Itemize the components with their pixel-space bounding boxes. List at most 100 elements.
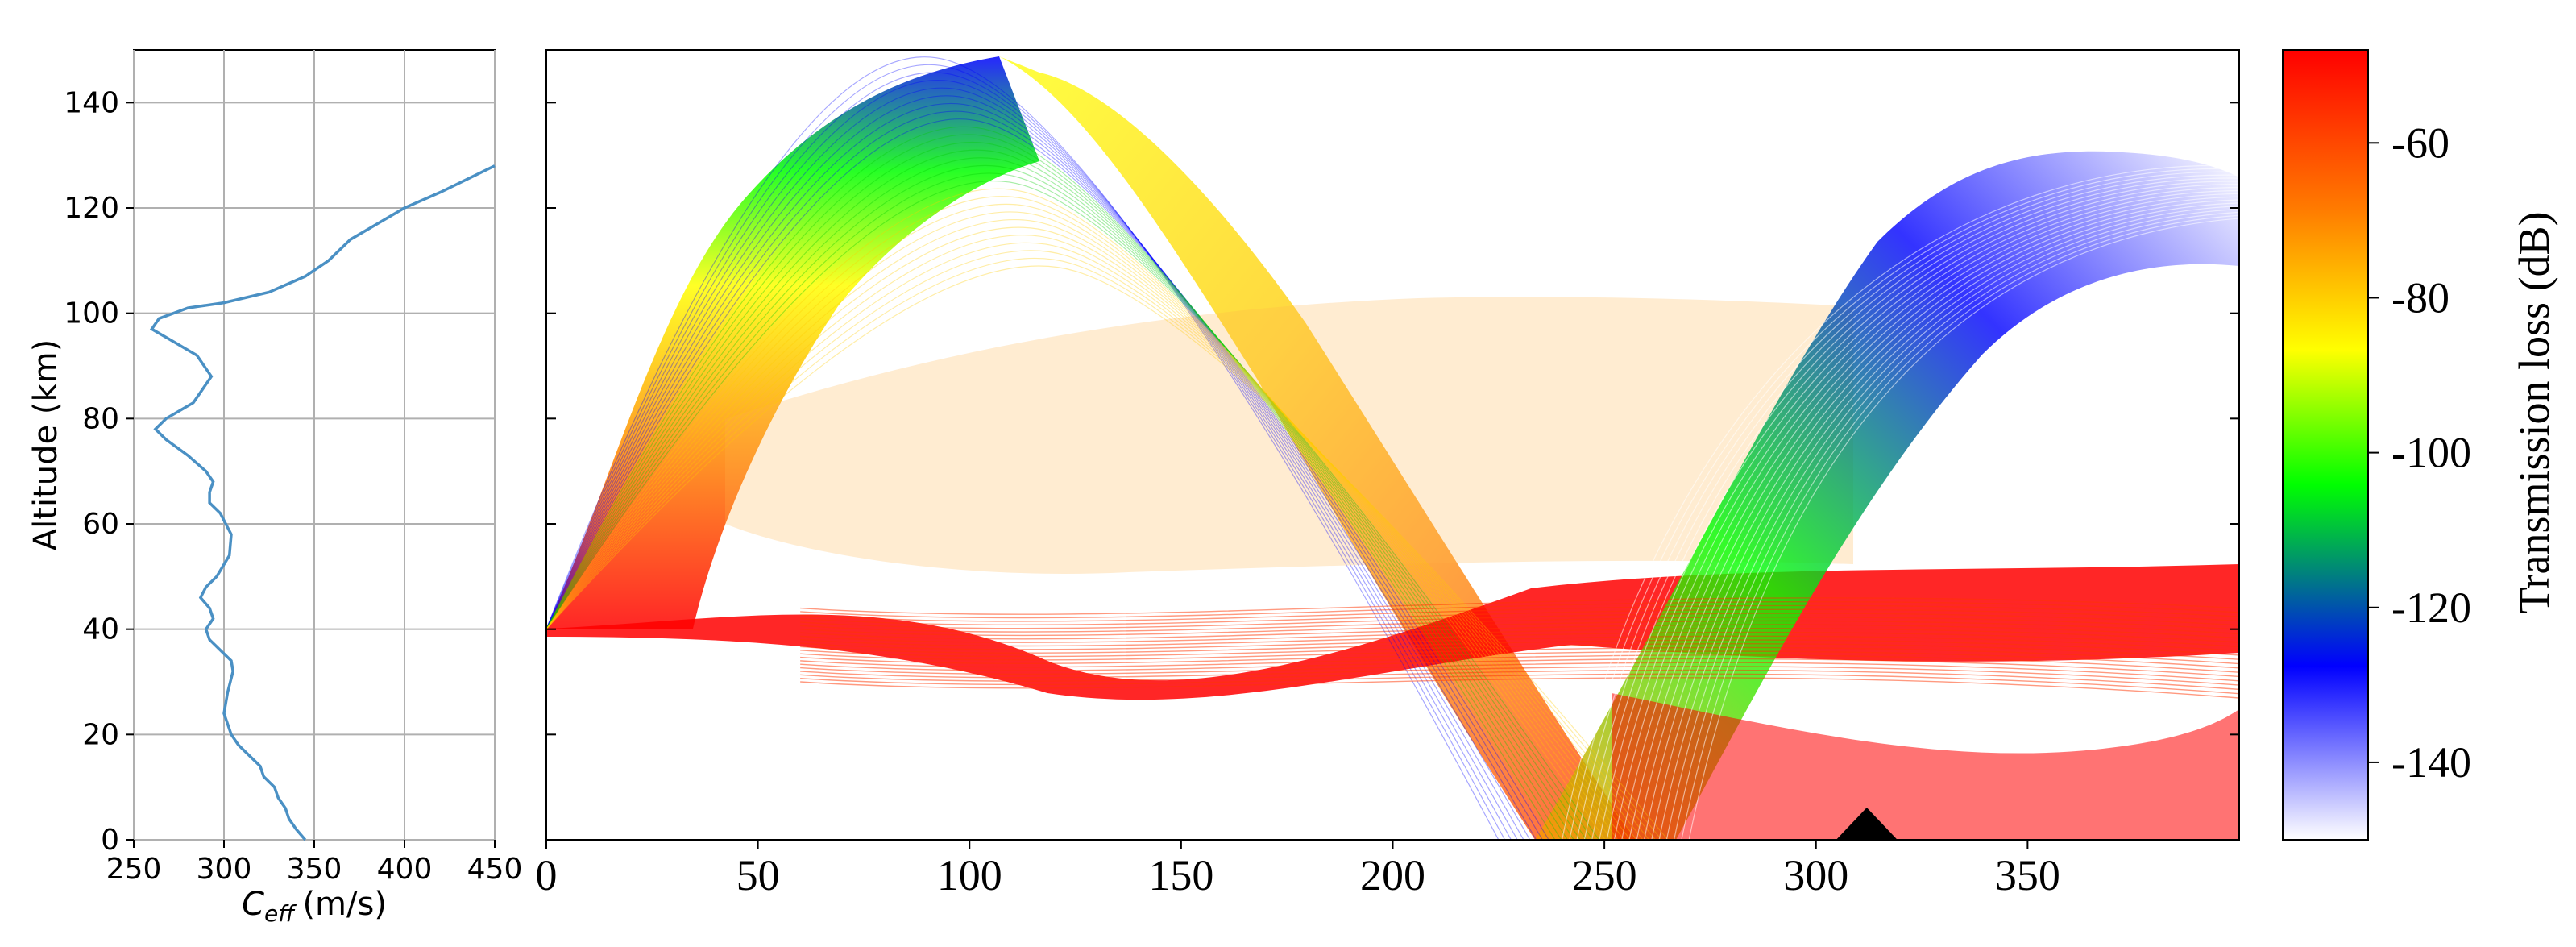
second-hop-ray-line bbox=[1599, 181, 2239, 840]
main-x-tick-label: 0 bbox=[536, 851, 558, 899]
second-hop-ray-line bbox=[1562, 164, 2239, 840]
second-hop-ray-line bbox=[1569, 168, 2239, 840]
duct-ray-line bbox=[800, 673, 2239, 695]
duct-ray-line bbox=[800, 658, 2239, 678]
ray-line bbox=[546, 164, 1587, 840]
left-y-tick-label: 40 bbox=[82, 613, 119, 646]
second-hop-ray-line bbox=[1628, 193, 2239, 840]
colorbar-tick-label: -140 bbox=[2391, 738, 2471, 787]
second-hop-ray-line bbox=[1674, 211, 2239, 840]
colorbar-tick-label: -80 bbox=[2391, 273, 2449, 322]
ray-line bbox=[546, 64, 1506, 840]
duct-ray-line bbox=[800, 662, 2239, 682]
ray-field bbox=[546, 56, 2239, 840]
ray-line bbox=[546, 72, 1512, 840]
duct-ray-line bbox=[800, 639, 2239, 656]
duct-ray-line bbox=[800, 600, 2239, 619]
ray-line bbox=[546, 126, 1556, 840]
ray-line bbox=[546, 87, 1524, 840]
ray-line bbox=[546, 118, 1549, 840]
second-hop-ray-line bbox=[1636, 196, 2239, 840]
duct-ray-line bbox=[800, 628, 2239, 643]
main-x-tick-label: 300 bbox=[1783, 851, 1848, 899]
duct-ray-line bbox=[800, 604, 2239, 622]
second-hop-ray-line bbox=[1658, 206, 2239, 840]
transmission-loss-colorbar: -60 -80 -100 -120 -140 Transmission loss (dB… bbox=[2282, 49, 2558, 841]
duct-ray-line bbox=[800, 669, 2239, 691]
ray-line bbox=[546, 56, 1500, 840]
left-x-tick-label: 350 bbox=[287, 853, 342, 886]
second-hop-ray-line bbox=[1665, 208, 2239, 840]
colorbar-tick-label: -120 bbox=[2391, 584, 2471, 632]
colorbar-tick-label: -100 bbox=[2391, 429, 2471, 477]
colorbar-gradient bbox=[2282, 49, 2369, 841]
ray-line bbox=[546, 218, 1631, 840]
duct-ray-line bbox=[800, 654, 2239, 673]
ray-line bbox=[546, 235, 1644, 840]
left-y-tick-label: 140 bbox=[64, 86, 119, 119]
ray-line bbox=[546, 110, 1543, 840]
second-hop-ray-line bbox=[1688, 218, 2239, 840]
duct-ray-line bbox=[800, 613, 2239, 629]
ray-line bbox=[546, 203, 1619, 840]
second-hop-ray-line bbox=[1651, 202, 2239, 840]
second-hop-ray-line bbox=[1591, 177, 2239, 840]
second-hop-ray-line bbox=[1613, 187, 2239, 840]
duct-ray-line bbox=[800, 635, 2239, 652]
colorbar-ticks: -60 -80 -100 -120 -140 bbox=[2368, 118, 2471, 787]
left-y-axis-label: Altitude (km) bbox=[27, 339, 64, 550]
second-hop-ray-line bbox=[1606, 184, 2239, 840]
left-axis-ticks: 250 300 350 400 450 0 20 40 60 80 100 120 140 bbox=[64, 86, 522, 886]
left-x-tick-label: 400 bbox=[377, 853, 433, 886]
duct-ray-line bbox=[800, 646, 2239, 665]
ray-band-second-hop bbox=[1535, 151, 2239, 840]
duct-ray-line bbox=[800, 616, 2239, 633]
duct-ray-line bbox=[800, 666, 2239, 686]
ray-line bbox=[546, 181, 1599, 840]
main-x-tick-label: 350 bbox=[1995, 851, 2060, 899]
main-x-tick-label: 200 bbox=[1360, 851, 1425, 899]
left-y-tick-label: 100 bbox=[64, 297, 119, 330]
ray-line bbox=[546, 102, 1537, 840]
ray-line bbox=[546, 157, 1581, 840]
left-y-tick-label: 80 bbox=[82, 402, 119, 435]
ray-band-ground-return bbox=[1612, 693, 2239, 840]
ray-line bbox=[546, 80, 1518, 840]
second-hop-ray-line bbox=[1583, 174, 2239, 840]
ray-line bbox=[546, 257, 1662, 840]
main-x-tick-label: 100 bbox=[937, 851, 1002, 899]
ray-band-thermospheric-fan bbox=[725, 297, 1853, 574]
main-x-tick-label: 250 bbox=[1572, 851, 1637, 899]
left-x-tick-label: 250 bbox=[106, 853, 162, 886]
left-x-tick-label: 450 bbox=[467, 853, 523, 886]
duct-ray-line bbox=[800, 608, 2239, 626]
ray-line bbox=[546, 95, 1531, 840]
left-x-tick-label: 300 bbox=[197, 853, 252, 886]
second-hop-ray-line bbox=[1621, 189, 2239, 840]
ceff-profile-line bbox=[149, 164, 496, 841]
left-y-tick-label: 0 bbox=[101, 824, 119, 857]
duct-ray-line bbox=[800, 643, 2239, 660]
duct-ray-line bbox=[800, 677, 2239, 699]
ray-line bbox=[546, 211, 1624, 840]
sound-speed-profile-panel: 250 300 350 400 450 0 20 40 60 80 100 120 140 Altitu… bbox=[27, 49, 522, 927]
left-x-axis-label: Ceff (m/s) bbox=[242, 886, 387, 927]
duct-ray-line bbox=[800, 620, 2239, 637]
main-axis-ticks: 0 50 100 150 200 250 300 350 bbox=[536, 102, 2239, 899]
second-hop-ray-line bbox=[1576, 171, 2239, 840]
duct-ray-line bbox=[800, 624, 2239, 640]
ray-line bbox=[546, 226, 1637, 840]
colorbar-label: Transmission loss (dB) bbox=[2510, 211, 2558, 613]
left-grid bbox=[133, 50, 496, 841]
main-x-tick-label: 150 bbox=[1148, 851, 1213, 899]
ray-line bbox=[546, 134, 1562, 840]
second-hop-ray-line bbox=[1643, 199, 2239, 840]
ray-line bbox=[546, 172, 1594, 840]
ray-line bbox=[546, 242, 1650, 840]
duct-ray-line bbox=[800, 597, 2239, 615]
ray-line bbox=[546, 265, 1669, 840]
main-x-tick-label: 50 bbox=[736, 851, 780, 899]
ray-line bbox=[546, 149, 1574, 840]
ray-line bbox=[546, 142, 1568, 840]
